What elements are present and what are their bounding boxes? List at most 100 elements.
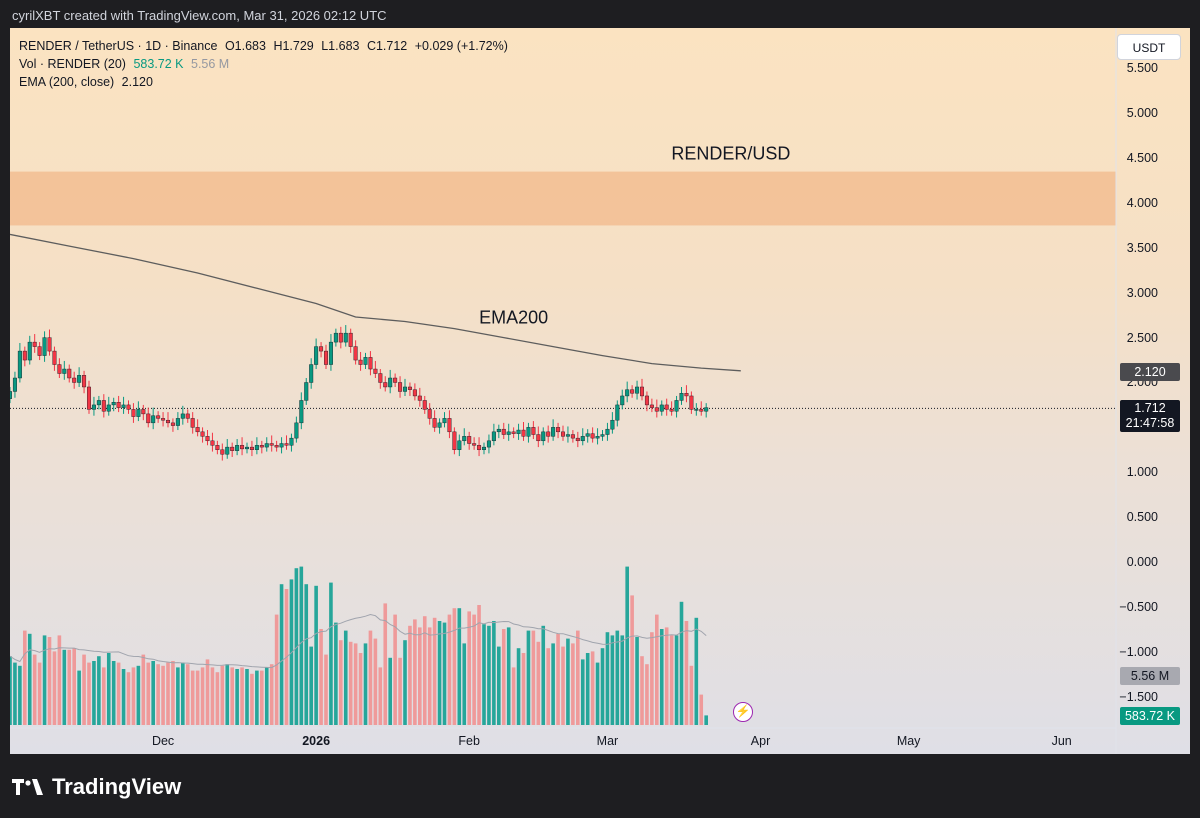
volume-bar (477, 605, 481, 725)
candle-body (536, 434, 541, 442)
volume-bar (166, 662, 170, 725)
candle-body (526, 427, 531, 437)
volume-bar (358, 653, 363, 725)
volume-bar (343, 630, 348, 725)
volume-bar (418, 627, 422, 725)
volume-bar (526, 630, 531, 725)
volume-bar (210, 667, 215, 725)
volume-bar (600, 648, 605, 725)
volume-bar (181, 662, 185, 725)
candle-body (654, 407, 659, 412)
volume-bar (339, 640, 343, 725)
time-axis-label: May (896, 734, 921, 748)
volume-bar (511, 667, 516, 725)
ema-annotation: EMA200 (479, 307, 549, 328)
volume-bar (141, 654, 146, 725)
volume-bar (551, 643, 555, 725)
ema200-line (10, 233, 741, 372)
candle-body (190, 418, 195, 428)
volume-bar (62, 649, 67, 725)
tradingview-branding: TradingView (12, 774, 181, 800)
candle-body (373, 368, 378, 374)
candle-body (689, 395, 694, 410)
candle-body (328, 341, 333, 365)
candle-body (156, 415, 161, 419)
volume-bar (630, 595, 634, 725)
legend-vol-ma: 5.56 M (191, 57, 230, 71)
volume-bar (378, 667, 383, 725)
lightning-icon[interactable]: ⚡ (733, 702, 753, 722)
candle-body (472, 443, 477, 446)
candle-body (319, 346, 324, 352)
volume-bar (501, 629, 506, 725)
volume-bar (689, 665, 694, 725)
candle-body (111, 402, 116, 406)
volume-bar (353, 643, 358, 725)
volume-bar (516, 648, 521, 725)
candle-body (620, 395, 625, 406)
volume-bar (156, 664, 160, 725)
volume-bar (590, 651, 595, 725)
candle-body (185, 413, 190, 419)
legend-vol-value: 583.72 K (133, 57, 184, 71)
volume-bar (546, 648, 550, 725)
legend-change: +0.029 (+1.72%) (414, 39, 508, 53)
candle-body (82, 375, 87, 388)
time-axis-label: Dec (151, 734, 175, 748)
candle-body (289, 437, 294, 446)
chart-canvas[interactable] (10, 28, 1190, 754)
candle-body (284, 443, 289, 446)
price-axis-label: 1.000 (1126, 465, 1158, 480)
volume-bar (413, 619, 417, 725)
volume-bar (684, 621, 689, 725)
candle-body (294, 422, 299, 439)
candle-body (32, 341, 37, 347)
volume-bar (388, 657, 392, 725)
candle-body (679, 393, 684, 401)
volume-bar (566, 638, 570, 725)
candle-body (146, 413, 151, 424)
volume-bar (92, 661, 96, 725)
price-axis-label: 3.500 (1126, 240, 1158, 255)
legend-ema-row: EMA (200, close) 2.120 (19, 73, 508, 91)
volume-bar (635, 637, 639, 725)
volume-bar (176, 667, 180, 725)
candle-body (363, 357, 368, 365)
candle-body (254, 445, 259, 450)
volume-bar (304, 584, 309, 725)
volume-bar (422, 616, 427, 725)
tradingview-logo-icon (12, 779, 43, 795)
volume-bar (111, 661, 116, 725)
candle-body (151, 415, 156, 424)
volume-bar (363, 643, 368, 725)
legend-vol-label: Vol · RENDER (20) (19, 57, 126, 71)
candle-body (427, 409, 432, 419)
candle-body (664, 404, 669, 410)
chart-panel[interactable]: RENDER / TetherUS · 1D · Binance O1.683 … (10, 28, 1190, 754)
volume-bar (314, 585, 318, 725)
volume-bar (151, 661, 155, 725)
price-axis-label: 0.000 (1126, 554, 1158, 569)
currency-button[interactable]: USDT (1117, 34, 1181, 60)
volume-bar (472, 614, 476, 725)
volume-bar (279, 584, 284, 725)
candle-body (605, 428, 610, 435)
volume-bar (329, 582, 333, 725)
price-axis-label: 5.500 (1126, 61, 1158, 76)
candle-body (388, 377, 393, 388)
chart-caption: cyrilXBT created with TradingView.com, M… (12, 8, 387, 23)
volume-bar (373, 638, 378, 725)
volume-bar (427, 627, 432, 725)
candle-body (136, 409, 141, 417)
volume-bar (185, 664, 190, 725)
price-axis-label: 2.500 (1126, 330, 1158, 345)
candle-body (12, 377, 17, 392)
candle-body (121, 404, 126, 408)
volume-bar (571, 643, 575, 725)
volume-bar (408, 625, 412, 725)
price-axis-label: −1.500 (1119, 689, 1158, 704)
candle-body (595, 436, 600, 439)
volume-bar (457, 608, 462, 725)
volume-bar (452, 608, 457, 725)
candle-body (249, 446, 254, 450)
